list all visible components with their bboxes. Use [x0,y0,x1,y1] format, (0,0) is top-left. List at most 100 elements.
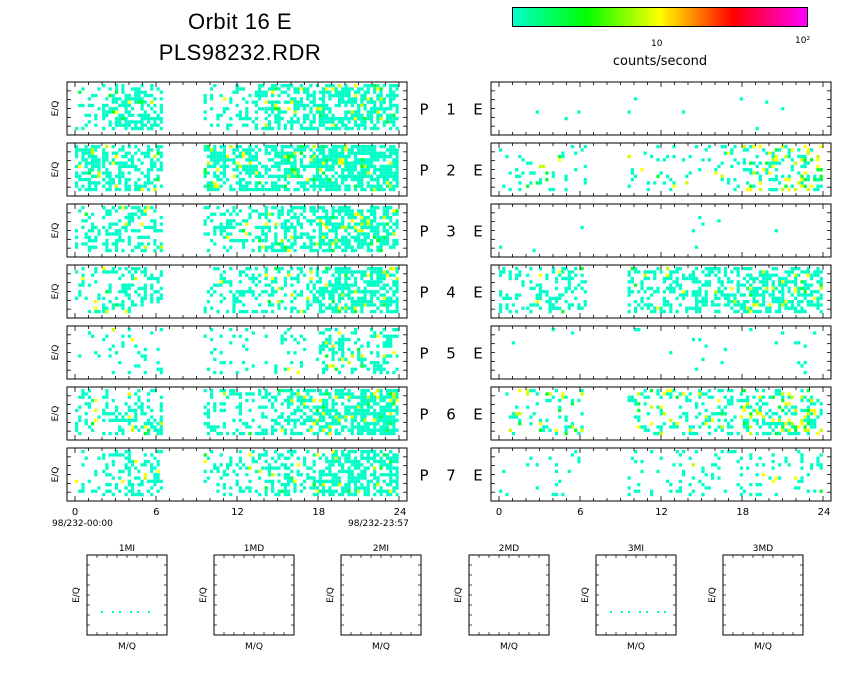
data-cell [353,145,358,149]
data-cell [341,270,345,274]
data-cell [312,286,316,291]
data-cell [296,222,300,226]
data-cell [318,90,322,94]
data-cell [366,161,370,165]
data-cell [325,117,329,121]
data-cell [730,148,734,152]
data-cell [130,120,135,124]
data-cell [264,148,268,152]
data-cell [312,476,316,480]
data-cell [283,123,287,127]
data-cell [203,453,207,457]
data-cell [127,395,131,399]
data-cell [363,161,367,165]
data-cell [698,306,702,310]
data-cell [357,286,361,291]
data-cell [385,418,390,422]
data-cell [274,395,278,399]
data-cell [140,354,144,358]
data-cell [277,286,281,291]
data-cell [130,215,135,220]
data-cell [254,103,258,108]
data-cell [672,270,676,274]
data-cell [251,331,255,335]
data-cell [819,168,823,172]
data-cell [318,225,322,230]
data-cell [363,300,367,304]
data-cell [114,405,119,409]
data-cell [94,489,98,493]
data-cell [78,405,82,409]
data-cell [105,309,109,314]
data-cell [222,110,226,114]
data-cell [803,145,807,149]
data-cell [363,225,367,230]
data-cell [321,425,326,429]
data-cell [382,418,386,422]
data-cell [137,93,141,98]
data-cell [774,273,778,277]
data-cell [312,418,316,422]
data-cell [315,422,319,426]
data-cell [216,154,220,159]
data-cell [299,161,303,165]
data-cell [328,148,332,152]
data-cell [97,486,101,490]
data-cell [389,341,393,345]
data-cell [134,408,138,413]
data-cell [75,242,79,246]
data-cell [271,103,275,108]
data-cell [538,267,543,271]
data-cell [153,483,157,487]
data-cell [213,225,217,230]
data-cell [373,431,377,436]
data-cell [765,306,769,310]
data-cell [277,107,281,111]
data-cell [242,245,246,249]
data-cell [373,486,377,490]
data-cell [357,422,361,426]
data-cell [299,422,303,426]
data-cell [331,309,335,314]
data-cell [248,479,252,483]
data-cell [331,357,335,361]
data-cell [331,405,335,409]
data-cell [344,84,348,88]
data-cell [669,276,673,281]
data-cell [360,225,364,230]
data-cell [395,168,399,172]
data-cell [357,239,361,243]
data-cell [395,334,399,338]
data-cell [379,389,383,393]
data-cell [280,209,284,213]
data-cell [137,126,141,131]
data-cell [143,174,147,178]
data-cell [341,242,345,246]
data-cell [105,245,109,249]
data-cell [238,431,242,436]
data-cell [84,418,88,422]
data-cell [499,309,503,314]
data-cell [321,473,326,477]
data-cell [283,456,287,460]
data-cell [344,425,348,429]
data-cell [153,290,157,294]
data-cell [691,290,695,294]
data-cell [134,123,138,127]
data-cell [366,225,370,230]
data-cell [206,422,210,426]
data-cell [331,492,335,497]
data-cell [334,187,338,192]
data-cell [303,120,307,124]
data-cell [203,405,207,409]
data-cell [574,273,578,277]
data-cell [344,110,348,114]
data-cell [363,120,367,124]
data-cell [296,418,300,422]
data-cell [232,334,236,338]
data-cell [118,361,122,365]
data-cell [551,171,555,175]
data-cell [91,145,95,149]
data-cell [395,459,399,464]
data-cell [395,225,399,230]
